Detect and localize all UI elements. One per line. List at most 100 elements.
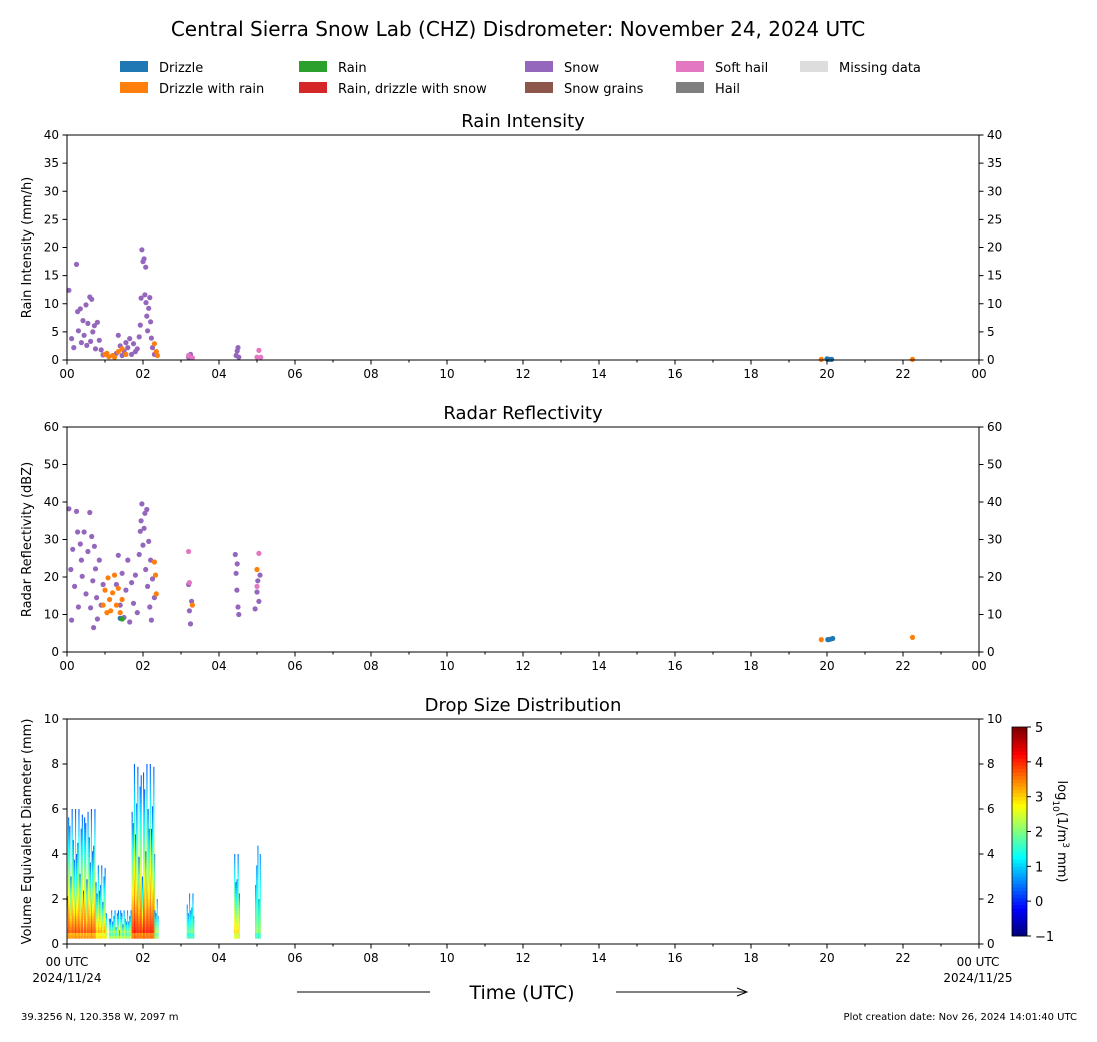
dsd-cell <box>143 893 145 897</box>
dsd-cell <box>104 907 106 911</box>
dsd-cell <box>78 817 80 821</box>
dsd-cell <box>143 789 145 793</box>
dsd-cell <box>235 927 237 931</box>
dsd-cell <box>149 865 151 869</box>
dsd-cell <box>238 907 240 911</box>
dsd-cell <box>132 854 134 858</box>
dsd-cell <box>186 927 188 931</box>
dsd-cell <box>149 899 151 903</box>
dsd-cell <box>151 918 153 922</box>
dsd-cell <box>87 868 89 872</box>
panel-title: Drop Size Distribution <box>425 695 622 716</box>
dsd-cell <box>101 932 103 936</box>
dsd-cell <box>78 915 80 919</box>
dsd-cell <box>152 921 154 925</box>
dsd-cell <box>71 831 73 835</box>
dsd-cell <box>90 862 92 866</box>
dsd-cell <box>137 890 139 894</box>
dsd-cell <box>146 811 148 815</box>
dsd-cell <box>104 890 106 894</box>
dsd-cell <box>71 915 73 919</box>
dsd-cell <box>89 924 91 928</box>
dsd-cell <box>87 929 89 933</box>
dsd-cell <box>145 876 147 880</box>
dsd-cell <box>144 803 146 807</box>
dsd-cell <box>72 932 74 936</box>
dsd-cell <box>78 924 80 928</box>
dsd-cell <box>144 932 146 936</box>
dsd-cell <box>189 915 191 919</box>
dsd-cell <box>96 907 98 911</box>
data-point <box>256 550 262 557</box>
dsd-cell <box>144 817 146 821</box>
dsd-cell <box>69 842 71 846</box>
data-point <box>83 302 89 308</box>
dsd-cell <box>68 893 70 897</box>
dsd-cell <box>133 927 135 931</box>
dsd-cell <box>146 870 148 874</box>
dsd-cell <box>93 901 95 905</box>
dsd-cell <box>257 856 259 860</box>
dsd-cell <box>193 918 195 922</box>
dsd-cell <box>140 907 142 911</box>
dsd-cell <box>152 893 154 897</box>
y-tick-label-right: 0 <box>987 353 995 367</box>
dsd-cell <box>257 873 259 877</box>
dsd-cell <box>140 927 142 931</box>
dsd-cell <box>97 915 99 919</box>
dsd-cell <box>138 870 140 874</box>
dsd-cell <box>76 873 78 877</box>
dsd-cell <box>146 778 148 782</box>
dsd-cell <box>79 901 81 905</box>
dsd-cell <box>147 904 149 908</box>
dsd-cell <box>152 817 154 821</box>
dsd-cell <box>258 901 260 905</box>
dsd-cell <box>97 927 99 931</box>
dsd-cell <box>156 935 158 939</box>
dsd-cell <box>69 899 71 903</box>
dsd-cell <box>149 775 151 779</box>
dsd-cell <box>144 854 146 858</box>
dsd-cell <box>257 870 259 874</box>
colorbar-segment <box>1012 810 1027 815</box>
dsd-cell <box>103 899 105 903</box>
dsd-cell <box>154 887 156 891</box>
dsd-cell <box>133 859 135 863</box>
dsd-cell <box>139 800 141 804</box>
dsd-cell <box>90 884 92 888</box>
dsd-cell <box>67 910 69 914</box>
dsd-cell <box>133 854 135 858</box>
legend-label: Drizzle <box>159 61 203 76</box>
dsd-cell <box>153 825 155 829</box>
data-point <box>143 566 149 573</box>
dsd-cell <box>72 882 74 886</box>
dsd-cell <box>135 927 137 931</box>
dsd-cell <box>234 893 236 897</box>
dsd-cell <box>131 865 133 869</box>
dsd-cell <box>149 915 151 919</box>
data-point <box>134 610 140 616</box>
dsd-cell <box>80 915 82 919</box>
dsd-cell <box>146 899 148 903</box>
colorbar-tick-label: 1 <box>1035 860 1043 875</box>
dsd-cell <box>259 918 261 922</box>
colorbar-segment <box>1012 803 1027 808</box>
dsd-cell <box>256 924 258 928</box>
dsd-cell <box>137 811 139 815</box>
dsd-cell <box>144 862 146 866</box>
dsd-cell <box>68 876 70 880</box>
dsd-cell <box>100 918 102 922</box>
dsd-cell <box>76 876 78 880</box>
dsd-cell <box>88 856 90 860</box>
dsd-cell <box>97 910 99 914</box>
dsd-cell <box>81 927 83 931</box>
dsd-cell <box>75 882 77 886</box>
dsd-cell <box>94 848 96 852</box>
dsd-cell <box>94 865 96 869</box>
dsd-cell <box>133 809 135 813</box>
dsd-cell <box>78 876 80 880</box>
dsd-cell <box>84 890 86 894</box>
creation-date-text: Plot creation date: Nov 26, 2024 14:01:4… <box>844 1012 1077 1023</box>
dsd-cell <box>133 910 135 914</box>
dsd-cell <box>135 859 137 863</box>
